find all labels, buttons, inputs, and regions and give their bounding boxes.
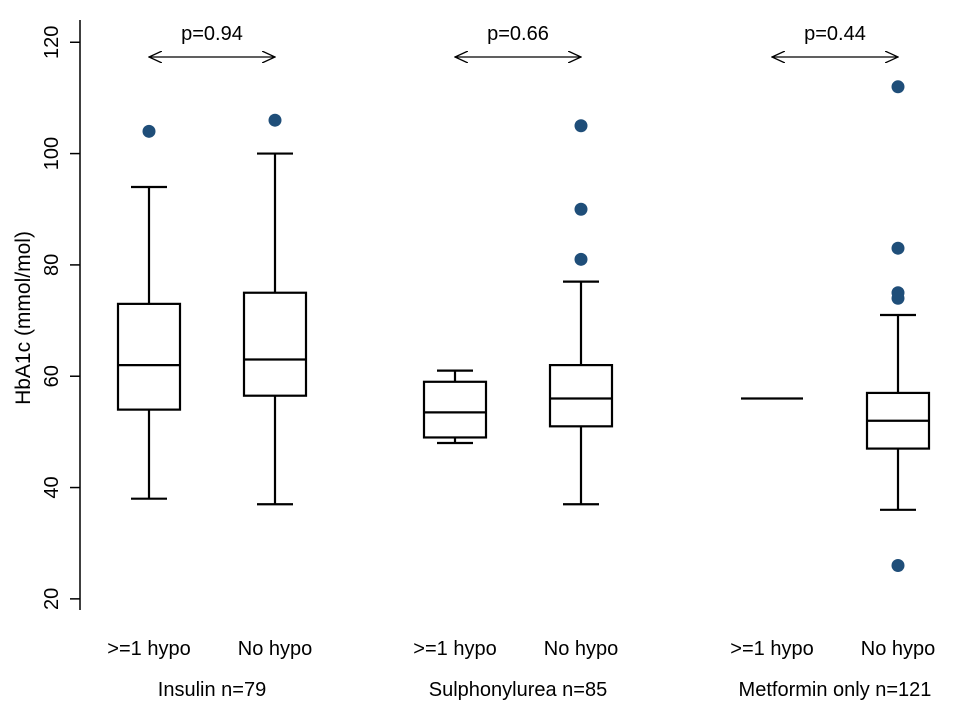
y-tick-label: 100 (41, 137, 63, 170)
outlier-point (142, 124, 156, 138)
box-1-0: >=1 hypo (413, 369, 497, 660)
box-0-1: No hypo (238, 113, 313, 660)
group-0: p=0.94 Insulin n=79 >=1 hypo No hypo (107, 23, 312, 701)
box-category-label: No hypo (238, 638, 313, 660)
outlier-point (574, 202, 588, 216)
iqr-box (242, 291, 308, 397)
box-category-label: >=1 hypo (413, 638, 496, 660)
iqr-box (116, 302, 182, 411)
box-2-1: No hypo (861, 80, 936, 660)
outlier-point (574, 252, 588, 266)
p-value-label: p=0.94 (181, 23, 243, 45)
outlier-point (268, 113, 282, 127)
outlier-point (891, 80, 905, 94)
outlier-point (891, 286, 905, 300)
y-tick-label: 80 (41, 254, 63, 276)
box-category-label: No hypo (544, 638, 619, 660)
group-label: Insulin n=79 (158, 679, 266, 701)
y-tick-label: 40 (41, 476, 63, 498)
y-tick-label: 120 (41, 26, 63, 59)
outlier-point (574, 119, 588, 133)
outlier-point (891, 558, 905, 572)
group-label: Metformin only n=121 (739, 679, 932, 701)
group-1: p=0.66 Sulphonylurea n=85 >=1 hypo No hypo (413, 23, 618, 701)
plot-area: p=0.94 Insulin n=79 >=1 hypo No hypo p=0.66 S… (107, 23, 935, 701)
p-value-label: p=0.44 (804, 23, 866, 45)
box-1-1: No hypo (544, 119, 619, 660)
iqr-box (422, 380, 488, 439)
p-value-label: p=0.66 (487, 23, 549, 45)
box-0-0: >=1 hypo (107, 124, 191, 660)
group-2: p=0.44 Metformin only n=121 >=1 hypo No hyp… (730, 23, 935, 701)
y-tick-label: 20 (41, 588, 63, 610)
y-axis-ticks: 20 40 60 80 100 120 (41, 26, 80, 610)
box-category-label: >=1 hypo (730, 638, 813, 660)
group-label: Sulphonylurea n=85 (429, 679, 607, 701)
box-category-label: No hypo (861, 638, 936, 660)
y-axis-label: HbA1c (mmol/mol) (12, 231, 35, 405)
y-tick-label: 60 (41, 365, 63, 387)
iqr-box (548, 363, 614, 428)
box-2-0: >=1 hypo (730, 397, 814, 660)
outlier-point (891, 241, 905, 255)
box-category-label: >=1 hypo (107, 638, 190, 660)
